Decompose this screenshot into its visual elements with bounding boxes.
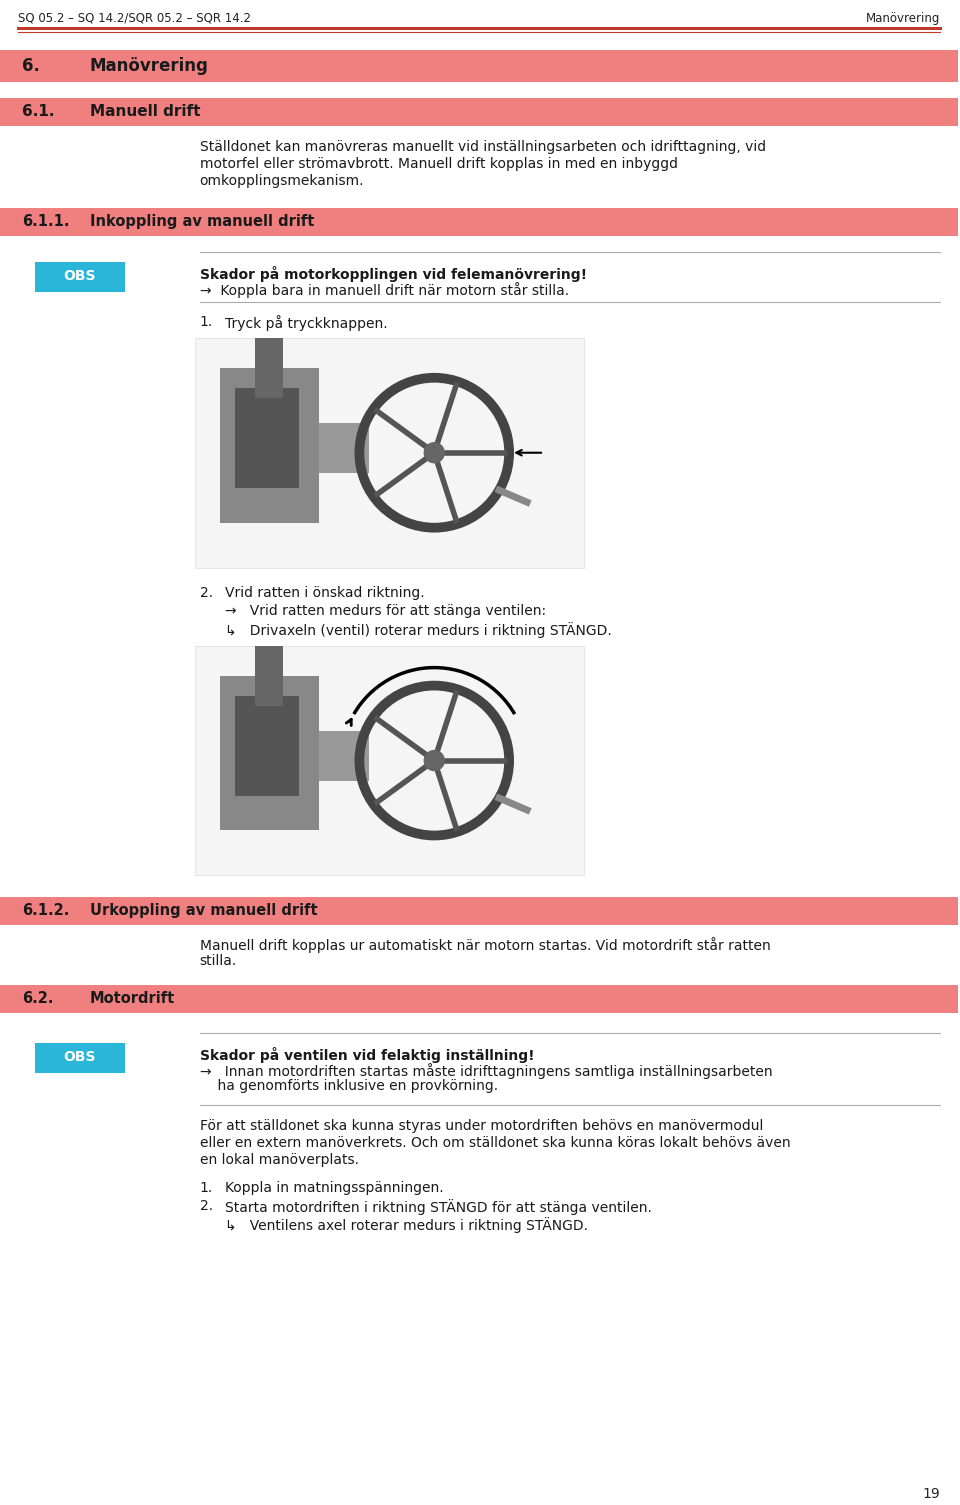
Text: Tryck på tryckknappen.: Tryck på tryckknappen.	[225, 315, 387, 331]
Text: Vrid ratten i önskad riktning.: Vrid ratten i önskad riktning.	[225, 585, 424, 599]
Text: eller en extern manöverkrets. Och om ställdonet ska kunna köras lokalt behövs äv: eller en extern manöverkrets. Och om stä…	[200, 1136, 790, 1150]
Text: ↳   Ventilens axel roterar medurs i riktning STÄNGD.: ↳ Ventilens axel roterar medurs i riktni…	[225, 1218, 588, 1233]
Text: För att ställdonet ska kunna styras under motordriften behövs en manövermodul: För att ställdonet ska kunna styras unde…	[200, 1120, 763, 1133]
Text: Manuell drift: Manuell drift	[90, 104, 201, 119]
Text: Manövrering: Manövrering	[90, 57, 208, 75]
Text: Urkoppling av manuell drift: Urkoppling av manuell drift	[90, 903, 318, 918]
Text: 6.2.: 6.2.	[22, 992, 54, 1007]
Text: 2.: 2.	[200, 1199, 213, 1213]
Bar	[320, 423, 370, 473]
Text: en lokal manöverplats.: en lokal manöverplats.	[200, 1153, 359, 1168]
Text: Manuell drift kopplas ur automatiskt när motorn startas. Vid motordrift står rat: Manuell drift kopplas ur automatiskt när…	[200, 938, 771, 953]
Text: 1.: 1.	[200, 1181, 213, 1195]
Text: omkopplingsmekanism.: omkopplingsmekanism.	[200, 175, 364, 188]
Bar	[254, 337, 282, 397]
Text: →   Innan motordriften startas måste idrifttagningens samtliga inställningsarbet: → Innan motordriften startas måste idrif…	[200, 1064, 772, 1079]
Bar	[195, 337, 584, 567]
Text: Motordrift: Motordrift	[90, 992, 175, 1007]
Bar	[234, 388, 300, 488]
Text: ↳   Drivaxeln (ventil) roterar medurs i riktning STÄNGD.: ↳ Drivaxeln (ventil) roterar medurs i ri…	[225, 622, 612, 638]
Text: 6.1.2.: 6.1.2.	[22, 903, 69, 918]
Text: SQ 05.2 – SQ 14.2/SQR 05.2 – SQR 14.2: SQ 05.2 – SQ 14.2/SQR 05.2 – SQR 14.2	[18, 12, 251, 26]
Text: Koppla in matningsspänningen.: Koppla in matningsspänningen.	[225, 1181, 444, 1195]
Text: 6.1.: 6.1.	[22, 104, 55, 119]
Text: 6.1.1.: 6.1.1.	[22, 214, 69, 229]
Text: Starta motordriften i riktning STÄNGD för att stänga ventilen.: Starta motordriften i riktning STÄNGD fö…	[225, 1199, 652, 1215]
Circle shape	[424, 442, 444, 462]
Text: motorfel eller strömavbrott. Manuell drift kopplas in med en inbyggd: motorfel eller strömavbrott. Manuell dri…	[200, 157, 678, 172]
Text: OBS: OBS	[63, 269, 96, 283]
Text: →  Koppla bara in manuell drift när motorn står stilla.: → Koppla bara in manuell drift när motor…	[200, 281, 568, 298]
Text: Inkoppling av manuell drift: Inkoppling av manuell drift	[90, 214, 314, 229]
Bar	[0, 208, 958, 236]
Bar	[320, 730, 370, 781]
Bar	[0, 50, 958, 81]
Bar	[195, 646, 584, 876]
Text: Skador på ventilen vid felaktig inställning!: Skador på ventilen vid felaktig inställn…	[200, 1047, 535, 1064]
Text: 2.: 2.	[200, 585, 213, 599]
Text: Skador på motorkopplingen vid felemanövrering!: Skador på motorkopplingen vid felemanövr…	[200, 266, 587, 281]
Bar	[0, 897, 958, 926]
Bar	[220, 676, 320, 831]
Circle shape	[424, 751, 444, 771]
Bar	[220, 367, 320, 522]
Text: 19: 19	[923, 1487, 941, 1500]
Bar	[0, 986, 958, 1013]
Bar	[234, 695, 300, 796]
Text: Manövrering: Manövrering	[866, 12, 941, 26]
Bar	[35, 1043, 125, 1073]
Text: OBS: OBS	[63, 1050, 96, 1064]
Text: stilla.: stilla.	[200, 954, 237, 968]
Text: Ställdonet kan manövreras manuellt vid inställningsarbeten och idrifttagning, vi: Ställdonet kan manövreras manuellt vid i…	[200, 140, 766, 154]
Text: →   Vrid ratten medurs för att stänga ventilen:: → Vrid ratten medurs för att stänga vent…	[225, 604, 545, 617]
Text: 6.: 6.	[22, 57, 39, 75]
Text: ha genomförts inklusive en provkörning.: ha genomförts inklusive en provkörning.	[200, 1079, 498, 1093]
Bar	[35, 262, 125, 292]
Text: 1.: 1.	[200, 315, 213, 328]
Bar	[0, 98, 958, 126]
Bar	[254, 646, 282, 706]
